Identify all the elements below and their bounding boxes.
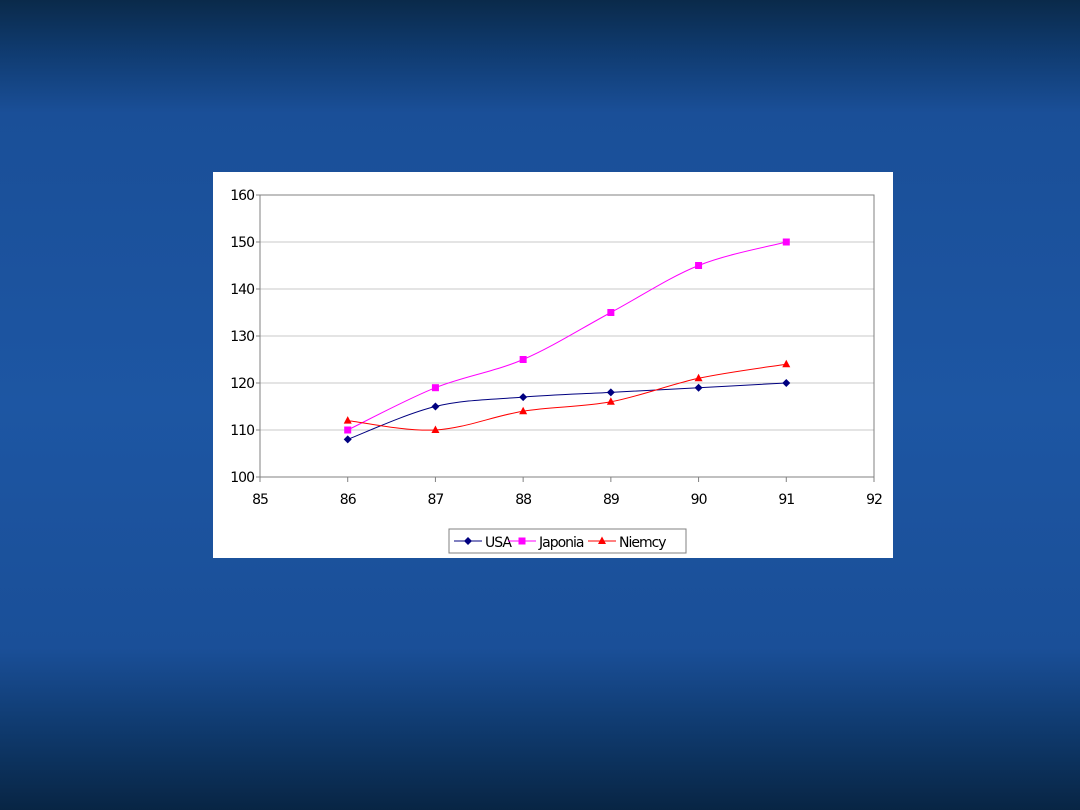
data-point-niemcy: [431, 425, 440, 433]
y-tick-label: 120: [230, 376, 254, 392]
y-tick-label: 160: [230, 188, 254, 204]
x-tick-label: 90: [691, 492, 707, 508]
data-point-usa: [343, 435, 352, 444]
data-point-japonia: [607, 309, 615, 316]
data-point-niemcy: [343, 416, 352, 424]
x-tick-label: 88: [515, 492, 531, 508]
data-point-japonia: [519, 356, 527, 363]
data-point-usa: [519, 393, 528, 402]
chart-container: 100 110 120 130 140 150 160 85 86 87 88 89 90 91 92 USA…: [213, 172, 893, 558]
x-tick-label: 85: [252, 492, 268, 508]
y-tick-label: 110: [230, 423, 254, 439]
legend-label: USA: [485, 535, 512, 551]
y-tick-label: 140: [230, 282, 254, 298]
legend-label: Japonia: [538, 535, 584, 551]
data-point-usa: [694, 383, 703, 392]
x-tick-label: 91: [778, 492, 794, 508]
data-point-japonia: [344, 426, 352, 434]
data-point-usa: [606, 388, 615, 397]
legend-marker: [598, 536, 606, 544]
x-tick-label: 92: [866, 492, 882, 508]
data-point-japonia: [695, 262, 703, 269]
series-line-japonia: [347, 241, 787, 431]
data-point-usa: [782, 379, 791, 387]
data-point-niemcy: [519, 406, 528, 415]
data-point-usa: [431, 402, 440, 411]
legend-label: Niemcy: [619, 535, 666, 551]
x-tick-label: 86: [340, 492, 357, 508]
y-tick-label: 130: [230, 329, 254, 345]
data-point-japonia: [431, 384, 439, 392]
y-tick-label: 150: [230, 235, 254, 251]
plot-area: [259, 194, 875, 478]
x-tick-label: 89: [603, 492, 619, 508]
data-point-niemcy: [694, 373, 703, 382]
y-tick-label: 100: [230, 470, 254, 486]
series-line-niemcy: [347, 363, 787, 431]
data-point-niemcy: [606, 397, 615, 405]
legend-marker: [464, 537, 472, 545]
series-line-usa: [347, 382, 787, 440]
line-chart: 100 110 120 130 140 150 160 85 86 87 88 89 90 91 92 USA…: [230, 188, 883, 554]
x-tick-label: 87: [428, 492, 444, 508]
data-point-niemcy: [782, 359, 791, 368]
legend: [448, 528, 687, 554]
data-point-japonia: [782, 238, 790, 246]
legend-marker: [518, 537, 526, 545]
